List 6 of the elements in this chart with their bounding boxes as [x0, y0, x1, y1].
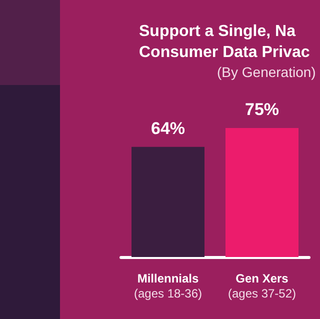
data-label: 75%	[244, 100, 280, 119]
chart-subtitle: (By Generation)	[217, 64, 316, 80]
chart-title: Support a Single, Na Consumer Data Privac	[139, 23, 310, 61]
data-label: 64%	[150, 118, 186, 138]
x-tick-label: Millennials (ages 18-36)	[134, 272, 202, 300]
x-tick-label: Gen Xers (ages 37-52)	[228, 272, 296, 300]
